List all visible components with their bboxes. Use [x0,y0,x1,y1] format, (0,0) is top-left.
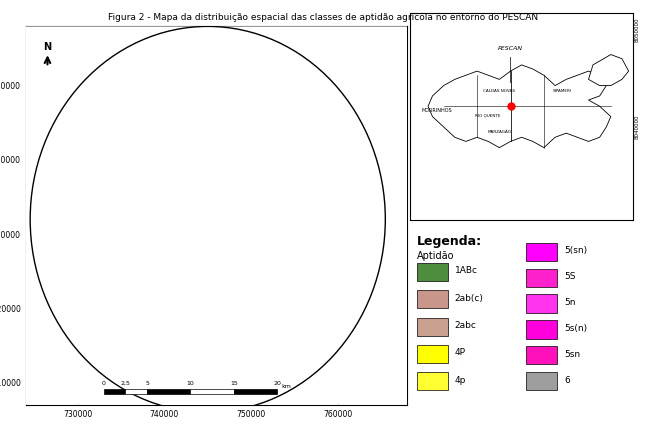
Text: 8040000: 8040000 [635,115,640,139]
Bar [234,389,277,394]
Bar [526,346,557,364]
Polygon shape [234,264,372,360]
Polygon shape [428,65,611,147]
Text: Aptidão: Aptidão [417,251,454,261]
Text: km: km [282,385,291,389]
Text: 5sn: 5sn [564,350,580,359]
Ellipse shape [39,36,377,403]
Polygon shape [138,338,199,382]
Polygon shape [69,41,364,145]
Text: 5: 5 [145,381,149,386]
Polygon shape [43,138,112,197]
Text: 5(sn): 5(sn) [564,246,587,255]
Polygon shape [589,55,629,85]
Text: 6: 6 [564,376,570,385]
Text: 0: 0 [102,381,106,386]
Bar [417,318,448,336]
Bar [526,294,557,313]
Polygon shape [268,145,372,271]
Text: Legenda:: Legenda: [417,235,482,248]
Bar [191,389,234,394]
Text: 5S: 5S [564,272,576,281]
Text: MORRINHOS: MORRINHOS [422,109,452,114]
Bar [526,320,557,338]
Text: 4P: 4P [455,348,466,357]
Text: 5s(n): 5s(n) [564,324,587,333]
Text: N: N [43,42,52,52]
Text: 1ABc: 1ABc [455,267,478,275]
Bar [526,372,557,390]
Bar [526,268,557,287]
Polygon shape [286,160,355,219]
Text: 5n: 5n [564,298,576,307]
Text: CALDAS NOVAS: CALDAS NOVAS [483,89,516,93]
Bar [417,345,448,363]
Text: 2ab(c): 2ab(c) [455,294,484,303]
Text: 4p: 4p [455,376,466,385]
Bar [147,389,191,394]
Text: MARZAGÃO: MARZAGÃO [487,130,512,134]
Text: 15: 15 [230,381,238,386]
Ellipse shape [30,26,385,412]
Text: 2,5: 2,5 [121,381,130,386]
Text: 2abc: 2abc [455,321,477,330]
Ellipse shape [128,125,270,299]
Bar [417,263,448,281]
Bar [125,389,147,394]
Bar [104,389,125,394]
Bar [526,242,557,261]
Polygon shape [286,257,364,323]
Bar [417,290,448,308]
Text: 20: 20 [273,381,281,386]
Text: 8050000: 8050000 [635,18,640,42]
Text: SIPAMERI: SIPAMERI [552,89,571,93]
Text: 10: 10 [187,381,194,386]
PathPatch shape [26,26,407,412]
Text: Figura 2 - Mapa da distribuição espacial das classes de aptidão agrícola no ento: Figura 2 - Mapa da distribuição espacial… [108,13,538,22]
Bar [417,372,448,390]
Text: RIO QUENTE: RIO QUENTE [475,114,501,117]
Text: PESCAN: PESCAN [498,47,523,51]
Polygon shape [61,219,121,271]
Polygon shape [43,264,104,316]
